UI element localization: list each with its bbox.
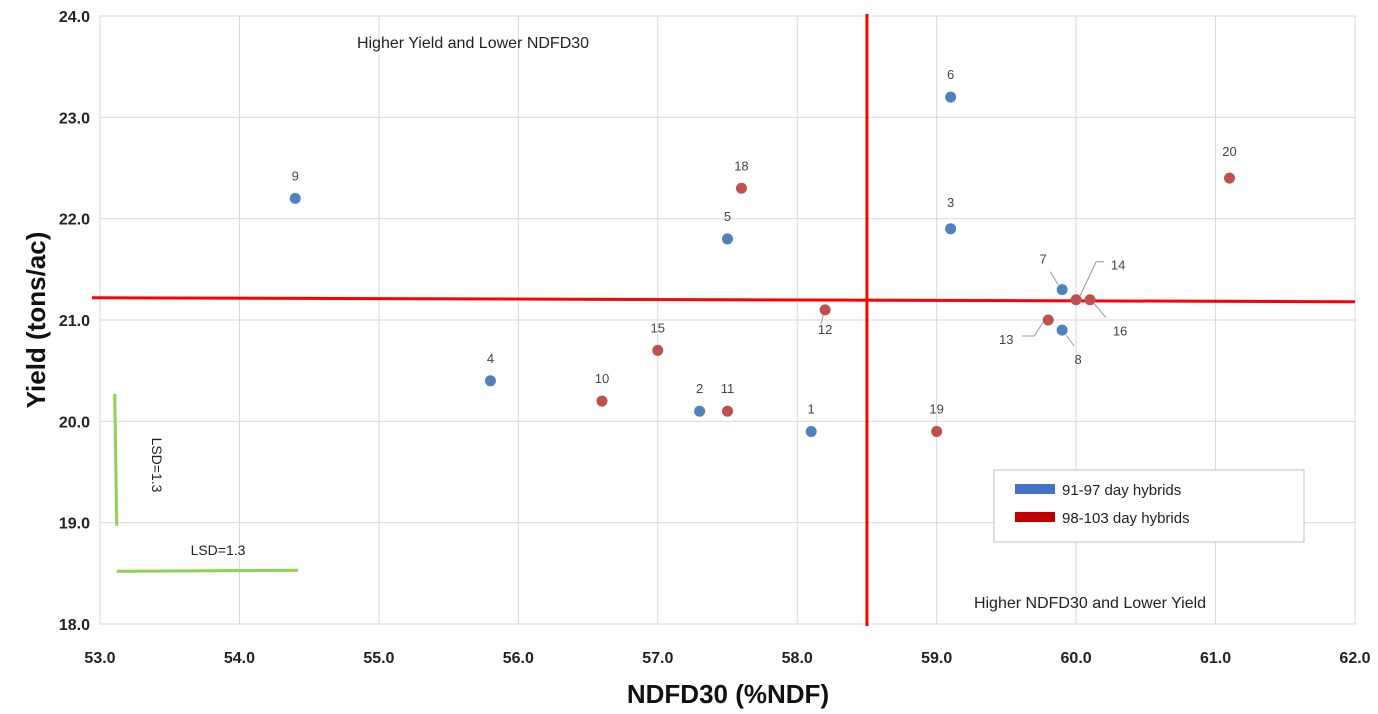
leader-line-12 [820,314,824,324]
data-point-19 [931,425,943,437]
x-tick-label: 59.0 [921,650,952,667]
leader-line-8 [1065,334,1075,347]
data-points [289,91,1235,437]
y-tick-label: 20.0 [59,414,90,431]
leader-line-13 [1022,321,1044,337]
data-point-13 [1042,314,1054,326]
y-axis-title: Yield (tons/ac) [21,232,51,409]
mean-lines [91,14,1356,626]
y-tick-label: 21.0 [59,313,90,330]
grid-lines [99,15,1356,625]
y-tick-label: 22.0 [59,212,90,229]
leader-line-14 [1079,261,1105,296]
lsd-label-vertical: LSD=1.3 [149,438,165,493]
y-tick-label: 24.0 [59,9,90,26]
point-label-6: 6 [947,67,954,82]
data-point-6 [945,91,957,103]
annotation-lower-right: Higher NDFD30 and Lower Yield [974,595,1206,612]
x-axis-title: NDFD30 (%NDF) [627,679,829,709]
point-label-11: 11 [721,381,735,396]
leader-line-7 [1049,271,1059,285]
x-tick-label: 54.0 [224,650,255,667]
point-label-1: 1 [808,401,815,416]
x-tick-label: 53.0 [84,650,115,667]
legend-label-91-97: 91-97 day hybrids [1062,482,1181,499]
data-point-16 [1084,294,1096,306]
lsd-bar-horizontal [116,568,299,573]
lsd-label-horizontal: LSD=1.3 [191,542,246,558]
legend-marker-98-103 [1015,512,1055,522]
y-tick-label: 23.0 [59,110,90,127]
data-point-18 [735,182,747,194]
point-label-8: 8 [1075,352,1082,367]
x-tick-label: 60.0 [1061,650,1092,667]
data-point-4 [484,375,496,387]
y-tick-label: 19.0 [59,516,90,533]
point-label-19: 19 [929,401,943,416]
x-tick-label: 61.0 [1200,650,1231,667]
data-point-14 [1070,294,1082,306]
point-label-15: 15 [651,320,665,335]
x-tick-label: 56.0 [503,650,534,667]
mean-line-horizontal [91,296,1356,304]
y-tick-label: 18.0 [59,617,90,634]
x-tick-label: 55.0 [363,650,394,667]
plot-area-border [99,15,1356,625]
point-label-14: 14 [1111,258,1125,273]
data-point-20 [1224,172,1235,184]
legend: 91-97 day hybrids 98-103 day hybrids [993,469,1305,543]
point-label-10: 10 [595,371,609,386]
data-point-7 [1056,284,1068,296]
point-label-9: 9 [292,168,299,183]
point-label-4: 4 [487,351,494,366]
point-label-13: 13 [999,332,1013,347]
data-point-5 [722,233,733,245]
lsd-bar-vertical [113,393,119,526]
leader-line-16 [1093,303,1107,319]
data-point-2 [694,405,706,417]
legend-box [993,469,1305,543]
data-point-11 [722,405,733,417]
point-label-18: 18 [734,158,748,173]
point-label-12: 12 [818,322,832,337]
legend-marker-91-97 [1015,484,1055,494]
tick-labels: 53.0 54.0 55.0 56.0 57.0 58.0 59.0 60.0 61.0 62.0… [59,9,1371,667]
data-point-10 [596,395,608,407]
x-tick-label: 57.0 [642,650,673,667]
data-point-15 [652,344,664,356]
point-label-2: 2 [696,381,703,396]
data-point-1 [805,425,817,437]
data-point-9 [289,192,301,204]
point-label-7: 7 [1040,252,1047,267]
point-label-5: 5 [724,209,731,224]
data-point-3 [945,223,957,235]
x-tick-label: 62.0 [1339,650,1370,667]
point-label-20: 20 [1222,144,1236,159]
data-point-12 [819,304,831,316]
annotation-upper-left: Higher Yield and Lower NDFD30 [357,35,589,52]
lsd-bars [113,393,299,573]
x-tick-label: 58.0 [782,650,813,667]
point-label-16: 16 [1113,324,1127,339]
data-point-8 [1056,324,1068,336]
point-label-3: 3 [947,195,954,210]
legend-label-98-103: 98-103 day hybrids [1062,510,1190,527]
